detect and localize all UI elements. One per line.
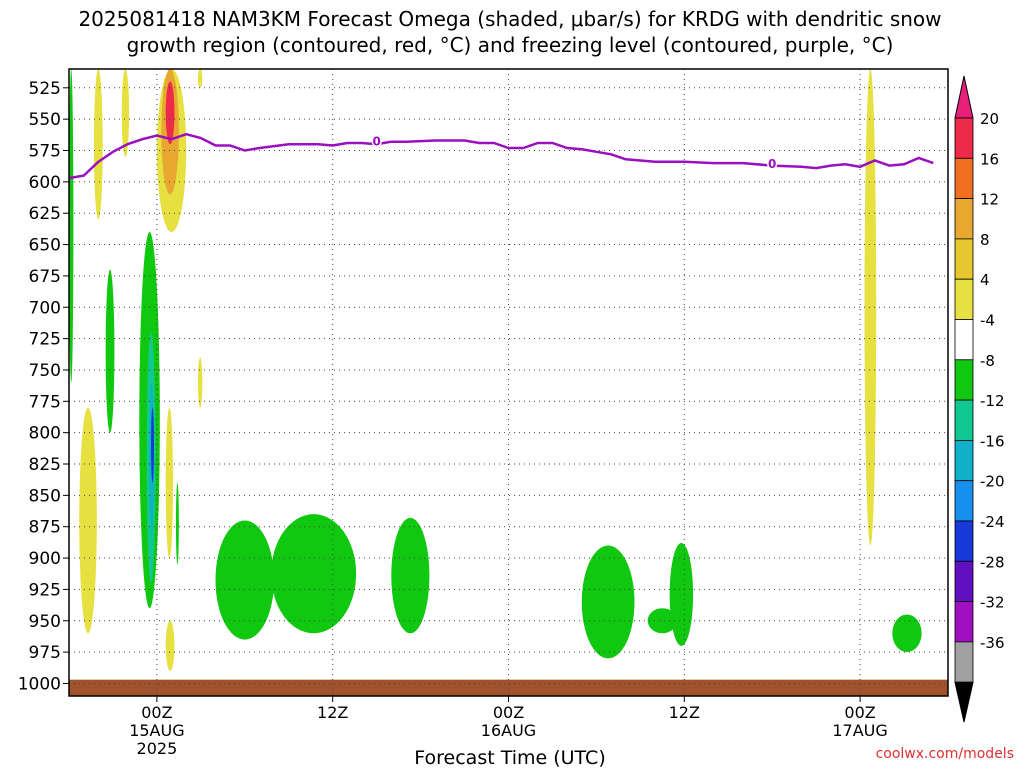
y-tick-label-625: 625	[29, 204, 61, 224]
x-tick-label-54: 00Z	[844, 703, 875, 722]
colorbar-label-1: 16	[980, 150, 999, 168]
omega-region-7	[79, 407, 97, 634]
omega-region-20	[581, 545, 635, 659]
y-tick-label-850: 850	[29, 486, 61, 506]
colorbar-segment-2	[954, 198, 974, 240]
y-tick-label-950: 950	[29, 612, 61, 632]
y-tick-label-600: 600	[29, 173, 61, 193]
y-tick-label-575: 575	[29, 142, 61, 162]
y-tick-label-775: 775	[29, 392, 61, 412]
x-tick-label-6: 00Z	[141, 703, 172, 722]
y-tick-label-525: 525	[29, 79, 61, 99]
x-tick-label-30: 00Z	[493, 703, 524, 722]
y-tick-label-925: 925	[29, 580, 61, 600]
colorbar-label-2: 12	[980, 191, 999, 209]
x-tick-date-30: 16AUG	[481, 721, 536, 740]
colorbar-label-11: -28	[980, 553, 1005, 571]
chart-title-line1: 2025081418 NAM3KM Forecast Omega (shaded…	[78, 7, 941, 31]
colorbar-segment-6	[954, 359, 974, 401]
omega-region-17	[215, 520, 275, 640]
x-tick-year-6: 2025	[137, 739, 178, 758]
omega-region-15	[165, 620, 175, 671]
omega-region-0	[69, 69, 74, 383]
y-tick-label-650: 650	[29, 236, 61, 256]
colorbar-label-9: -20	[980, 473, 1005, 491]
colorbar-segment-7	[954, 399, 974, 441]
colorbar-top-arrow	[954, 75, 974, 119]
freezing-level-label-1: 0	[768, 157, 776, 171]
y-tick-label-725: 725	[29, 330, 61, 350]
colorbar-label-5: -4	[980, 312, 995, 330]
omega-region-12	[151, 407, 154, 483]
colorbar-segment-0	[954, 117, 974, 159]
colorbar-label-6: -8	[980, 352, 995, 370]
omega-region-21	[647, 608, 677, 634]
colorbar-label-7: -12	[980, 392, 1005, 410]
colorbar-label-13: -36	[980, 634, 1005, 652]
y-tick-label-900: 900	[29, 549, 61, 569]
omega-region-6	[197, 69, 203, 88]
colorbar-label-8: -16	[980, 432, 1005, 450]
omega-region-1	[93, 69, 103, 220]
x-tick-date-6: 15AUG	[129, 721, 184, 740]
plot-area: 0 0 525 550 575 600 625 650 675 700 725 750 775 800 82…	[18, 68, 949, 758]
y-tick-label-750: 750	[29, 361, 61, 381]
omega-region-13	[165, 407, 174, 559]
credit-text: coolwx.com/models	[876, 746, 1014, 762]
colorbar-label-4: 4	[980, 271, 990, 289]
y-tick-label-975: 975	[29, 643, 61, 663]
y-tick-label-675: 675	[29, 267, 61, 287]
y-tick-label-550: 550	[29, 110, 61, 130]
colorbar-segment-9	[954, 480, 974, 522]
colorbar-label-12: -32	[980, 594, 1005, 612]
colorbar-legend: 20 16 12 8 4 -4 -8 -12 -16 -20 -24 -28 -32 -36	[954, 75, 1005, 723]
x-axis-title: Forecast Time (UTC)	[414, 747, 605, 768]
x-tick-date-54: 17AUG	[832, 721, 887, 740]
colorbar-label-10: -24	[980, 513, 1005, 531]
colorbar-segment-11	[954, 560, 974, 602]
colorbar-segment-8	[954, 439, 974, 482]
y-tick-label-875: 875	[29, 518, 61, 538]
omega-region-19	[391, 517, 430, 634]
y-tick-label-800: 800	[29, 424, 61, 444]
colorbar-segment-12	[954, 601, 974, 643]
y-tick-label-1000: 1000	[18, 674, 61, 694]
x-tick-label-42: 12Z	[669, 703, 700, 722]
y-tick-label-825: 825	[29, 455, 61, 475]
colorbar-segment-4	[954, 278, 974, 320]
colorbar-segment-1	[954, 157, 974, 200]
freezing-level-label-0: 0	[372, 134, 380, 148]
colorbar-label-3: 8	[980, 231, 990, 249]
colorbar-label-0: 20	[980, 110, 999, 128]
terrain-surface	[69, 679, 948, 696]
x-tick-label-18: 12Z	[317, 703, 348, 722]
omega-region-23	[864, 69, 877, 546]
colorbar-segment-5	[954, 319, 974, 361]
colorbar-bottom-arrow	[954, 681, 974, 723]
colorbar-segment-13	[954, 641, 974, 683]
omega-region-18	[271, 514, 357, 634]
colorbar-segment-10	[954, 520, 974, 562]
omega-region-14	[175, 482, 179, 565]
omega-region-22	[669, 543, 694, 646]
chart-title-line2: growth region (contoured, red, °C) and f…	[127, 33, 894, 57]
omega-region-2	[121, 69, 130, 157]
omega-region-24	[892, 614, 922, 653]
omega-region-5	[165, 81, 175, 145]
omega-region-8	[105, 269, 115, 433]
colorbar-segment-3	[954, 238, 974, 280]
omega-region-16	[197, 357, 203, 408]
plot-background	[69, 69, 948, 696]
y-tick-label-700: 700	[29, 298, 61, 318]
freezing-level-line	[68, 132, 934, 180]
